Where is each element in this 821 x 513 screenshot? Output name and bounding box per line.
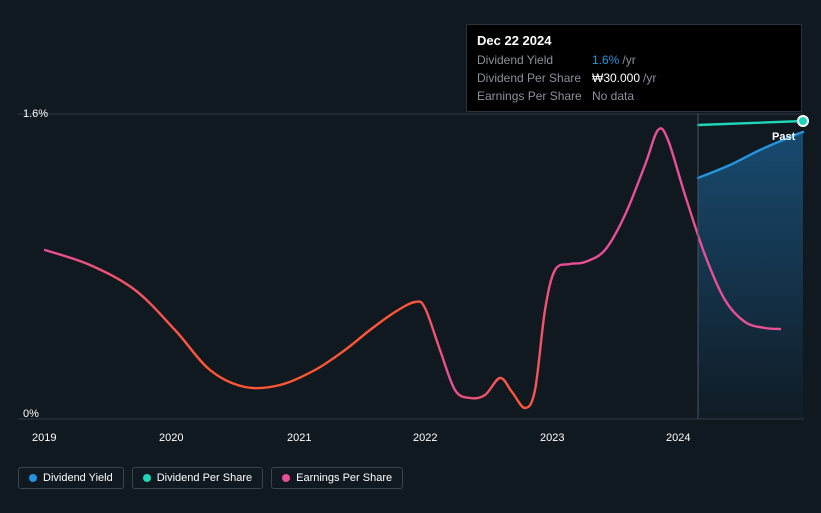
legend-item[interactable]: Earnings Per Share	[271, 467, 403, 489]
tooltip-row: Dividend Yield1.6%/yr	[467, 51, 801, 69]
x-axis-label: 2019	[32, 432, 56, 444]
tooltip-metric-unit: /yr	[643, 71, 656, 85]
legend-label: Dividend Yield	[43, 472, 113, 484]
tooltip-date: Dec 22 2024	[467, 31, 801, 51]
tooltip-metric-label: Dividend Per Share	[477, 69, 592, 87]
y-axis-min: 0%	[23, 408, 39, 420]
x-axis-label: 2022	[413, 432, 437, 444]
dividend-per-share-line	[698, 121, 804, 125]
x-axis-label: 2020	[159, 432, 183, 444]
chart-legend: Dividend Yield Dividend Per Share Earnings…	[18, 467, 403, 489]
legend-swatch	[29, 474, 37, 482]
legend-label: Earnings Per Share	[296, 472, 392, 484]
tooltip-metric-label: Dividend Yield	[477, 51, 592, 69]
tooltip-metric-unit: /yr	[622, 53, 635, 67]
tooltip-metric-label: Earnings Per Share	[477, 87, 592, 105]
y-axis-max: 1.6%	[23, 108, 48, 120]
chart-tooltip: Dec 22 2024 Dividend Yield1.6%/yrDividen…	[466, 24, 802, 112]
x-axis-label: 2021	[287, 432, 311, 444]
tooltip-row: Earnings Per ShareNo data	[467, 87, 801, 105]
legend-item[interactable]: Dividend Yield	[18, 467, 124, 489]
dividend-per-share-marker	[799, 117, 807, 125]
tooltip-metric-value: 1.6%	[592, 53, 619, 67]
tooltip-row: Dividend Per Share₩30.000/yr	[467, 69, 801, 87]
x-axis-label: 2023	[540, 432, 564, 444]
dividend-chart: 1.6% 0% Past 2019 2020 2021 2022 2023 2024 De…	[0, 0, 821, 508]
legend-item[interactable]: Dividend Per Share	[132, 467, 263, 489]
tooltip-metric-value: No data	[592, 89, 634, 103]
past-region-label: Past	[772, 131, 795, 143]
legend-swatch	[143, 474, 151, 482]
tooltip-metric-value: ₩30.000	[592, 71, 640, 85]
earnings-per-share-line	[45, 128, 780, 408]
legend-swatch	[282, 474, 290, 482]
legend-label: Dividend Per Share	[157, 472, 252, 484]
x-axis-label: 2024	[666, 432, 690, 444]
